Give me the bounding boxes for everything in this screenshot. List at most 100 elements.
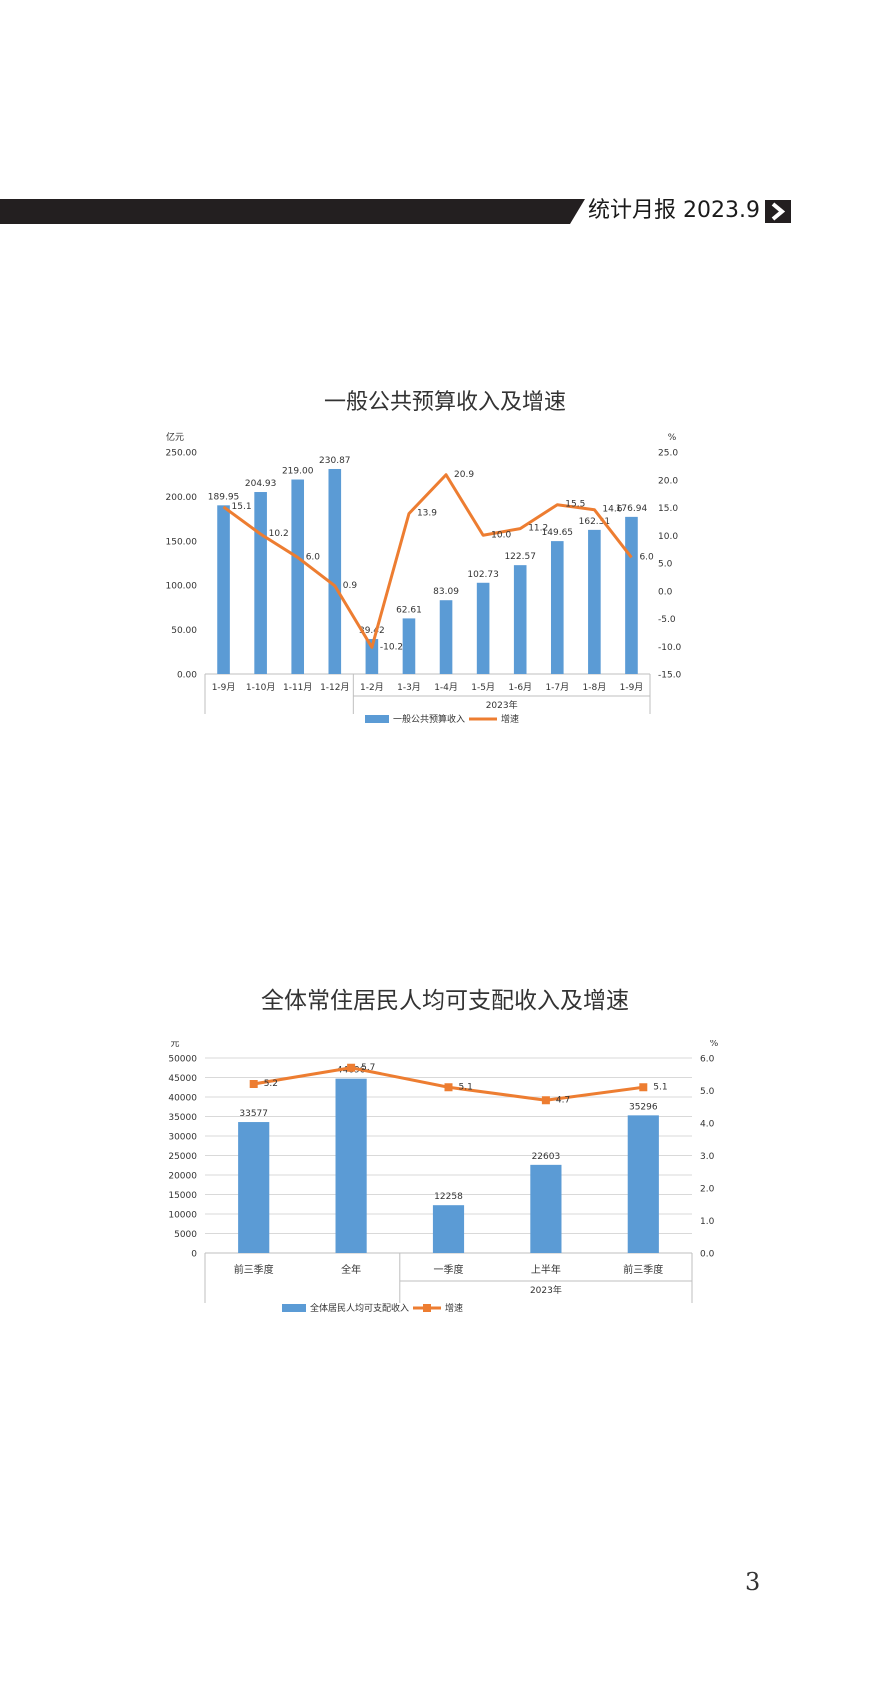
y-right-tick-label: 5.0 <box>700 1087 715 1097</box>
bar-value-label: 22603 <box>532 1152 561 1162</box>
bar-value-label: 39.42 <box>359 626 385 636</box>
legend-line-label: 增速 <box>445 1302 463 1314</box>
line-value-label: 20.9 <box>454 470 474 480</box>
x-category-label: 1-12月 <box>320 682 349 693</box>
line-value-label: 11.2 <box>528 524 548 534</box>
line-marker <box>347 1063 356 1072</box>
y-left-tick-label: 50000 <box>168 1055 197 1065</box>
header-bar-shape <box>0 199 791 224</box>
x-category-label: 1-9月 <box>620 682 644 693</box>
y-right-tick-label: 6.0 <box>700 1055 715 1065</box>
series-line <box>222 473 633 649</box>
bar-value-label: 12258 <box>434 1192 463 1202</box>
line-value-label: -10.2 <box>380 642 403 652</box>
x-category-label: 前三季度 <box>234 1263 274 1276</box>
bar-value-label: 176.94 <box>616 504 648 514</box>
y-left-tick-label: 45000 <box>168 1074 197 1084</box>
y-left-tick-label: 40000 <box>168 1094 197 1104</box>
chart1-plot: 0.00 50.00 100.00 150.00 200.00 250.00 -15.0 -1… <box>166 431 682 725</box>
bar <box>432 1205 465 1253</box>
x-category-label: 前三季度 <box>623 1263 663 1276</box>
line-value-label: 13.9 <box>417 509 437 519</box>
x-group-label: 2023年 <box>486 699 518 711</box>
line-marker <box>541 1096 550 1105</box>
y-left-tick-label: 20000 <box>168 1172 197 1182</box>
x-category-label: 1-4月 <box>434 682 458 693</box>
bar <box>588 529 601 674</box>
y-left-tick-label: 5000 <box>174 1230 197 1240</box>
bar <box>335 1078 367 1253</box>
y-left-tick-label: 250.00 <box>166 449 198 459</box>
x-category-label: 一季度 <box>434 1263 464 1276</box>
x-category-label: 1-7月 <box>545 682 569 693</box>
bar-value-label: 230.87 <box>319 456 351 466</box>
y-right-tick-label: 2.0 <box>700 1185 715 1195</box>
y-right-tick-label: 0.0 <box>700 1250 715 1260</box>
y-right-tick-label: 1.0 <box>700 1217 715 1227</box>
x-category-label: 1-9月 <box>212 682 236 693</box>
y-right-tick-label: 25.0 <box>658 449 678 459</box>
y-left-axis-unit: 亿元 <box>166 431 184 443</box>
page-number: 3 <box>745 1568 761 1596</box>
line-marker <box>639 1083 648 1092</box>
bar-value-label: 149.65 <box>542 528 574 538</box>
y-left-tick-label: 50.00 <box>171 626 197 636</box>
bar <box>530 1164 562 1253</box>
line-value-label: 4.7 <box>556 1095 570 1105</box>
bar <box>217 505 230 674</box>
y-left-tick-label: 150.00 <box>166 537 198 547</box>
y-left-tick-label: 0.00 <box>177 671 197 681</box>
line-value-label: 10.0 <box>491 530 511 540</box>
y-right-tick-label: 0.0 <box>658 587 673 597</box>
x-category-label: 1-10月 <box>246 682 275 693</box>
chart1-title: 一般公共预算收入及增速 <box>323 390 566 415</box>
legend-bar-swatch <box>282 1304 306 1312</box>
bar-value-label: 102.73 <box>467 570 499 580</box>
bar <box>328 468 342 674</box>
x-category-label: 全年 <box>341 1263 361 1276</box>
bar <box>625 516 638 674</box>
line-value-label: 15.5 <box>565 500 585 510</box>
line-value-label: 5.1 <box>459 1082 473 1092</box>
line-value-label: 6.0 <box>639 552 654 562</box>
bar <box>476 582 490 674</box>
y-right-tick-label: -5.0 <box>658 615 676 625</box>
bar-value-label: 122.57 <box>504 552 536 562</box>
y-right-tick-label: 3.0 <box>700 1152 715 1162</box>
y-right-axis-unit: % <box>710 1040 719 1049</box>
y-right-tick-label: 15.0 <box>658 504 678 514</box>
chart2-plot: 0 5000 10000 15000 20000 25000 30000 35000 40000… <box>168 1040 719 1314</box>
x-category-label: 1-8月 <box>583 682 607 693</box>
bar-value-label: 35296 <box>629 1102 658 1112</box>
line-marker <box>249 1080 258 1088</box>
y-left-axis-unit: 元 <box>170 1040 179 1049</box>
y-right-tick-label: 5.0 <box>658 560 673 570</box>
legend-bar-label: 全体居民人均可支配收入 <box>310 1302 409 1314</box>
bar <box>550 541 564 674</box>
x-category-label: 1-11月 <box>283 682 312 693</box>
bar-value-label: 162.31 <box>579 517 611 527</box>
y-right-tick-label: -10.0 <box>658 643 682 653</box>
y-left-tick-label: 15000 <box>168 1191 197 1201</box>
line-value-label: 6.0 <box>306 552 321 562</box>
line-value-label: 5.2 <box>264 1079 278 1089</box>
bar-value-label: 83.09 <box>433 587 459 597</box>
bar <box>513 565 527 674</box>
y-left-tick-label: 35000 <box>168 1113 197 1123</box>
bar <box>291 479 305 674</box>
y-left-tick-label: 10000 <box>168 1211 197 1221</box>
y-right-tick-label: 10.0 <box>658 532 678 542</box>
y-right-tick-label: 20.0 <box>658 476 678 486</box>
x-category-label: 1-5月 <box>471 682 495 693</box>
bar <box>254 492 267 674</box>
header-title: 统计月报 2023.9 <box>588 198 760 223</box>
y-right-tick-label: 4.0 <box>700 1120 715 1130</box>
bar-value-label: 204.93 <box>245 479 277 489</box>
y-left-tick-label: 200.00 <box>166 493 198 503</box>
header-bar <box>0 199 890 224</box>
chevron-right-icon <box>771 202 786 221</box>
y-right-tick-label: -15.0 <box>658 671 682 681</box>
line-value-label: 0.9 <box>343 581 358 591</box>
bar <box>365 638 379 674</box>
y-left-tick-label: 100.00 <box>166 582 198 592</box>
